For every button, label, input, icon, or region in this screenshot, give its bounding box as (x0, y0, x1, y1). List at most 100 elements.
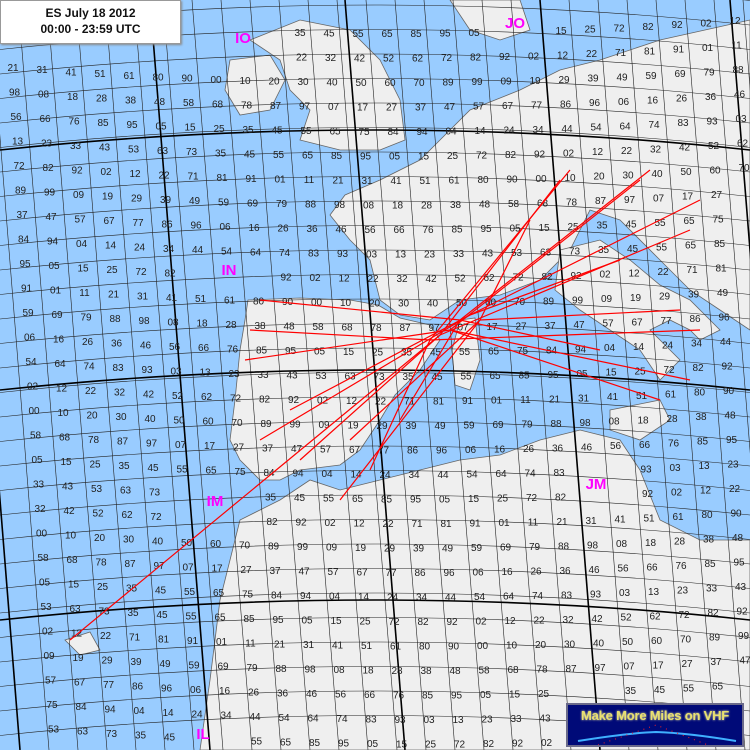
square-label: 76 (675, 561, 687, 572)
square-label: 91 (673, 45, 685, 56)
square-label: 20 (86, 410, 98, 421)
logo: Make More Miles on VHF (566, 703, 744, 747)
grid-line (46, 0, 108, 750)
square-label: 95 (19, 259, 31, 270)
square-label: 61 (672, 512, 684, 523)
square-label: 09 (500, 77, 512, 88)
square-label: 82 (42, 163, 54, 174)
square-label: 48 (283, 322, 295, 333)
land-north-africa (199, 429, 750, 750)
square-label: 18 (196, 319, 208, 330)
square-label: 68 (212, 99, 224, 110)
grid-line (0, 568, 750, 589)
square-label: 23 (424, 249, 436, 260)
qso-path (259, 299, 461, 321)
square-label: 22 (621, 146, 633, 157)
square-label: 22 (586, 49, 598, 60)
square-label: 85 (410, 29, 422, 40)
square-label: 85 (331, 151, 343, 162)
square-label: 46 (140, 340, 152, 351)
square-label: 24 (387, 592, 399, 603)
square-label: 74 (524, 469, 536, 480)
grid-line (278, 0, 340, 750)
grid-line (0, 592, 750, 614)
square-label: 72 (13, 161, 25, 172)
square-label: 83 (365, 715, 377, 726)
square-label: 05 (439, 494, 451, 505)
grid-line (0, 641, 750, 663)
square-label: 46 (734, 90, 746, 101)
square-label: 65 (489, 371, 501, 382)
square-label: 28 (96, 94, 108, 105)
grid-line (0, 470, 750, 491)
square-label: 55 (460, 372, 472, 383)
square-label: 86 (407, 446, 419, 457)
square-label: 38 (695, 412, 707, 423)
square-label: 29 (558, 75, 570, 86)
square-label: 50 (622, 637, 634, 648)
square-label: 42 (425, 274, 437, 285)
square-label: 64 (495, 469, 507, 480)
square-label: 41 (607, 392, 619, 403)
square-label: 10 (57, 408, 69, 419)
square-label: 04 (76, 239, 88, 250)
grid-line (0, 133, 50, 750)
square-label: 93 (640, 464, 652, 475)
square-label: 20 (268, 77, 280, 88)
qso-path (399, 319, 461, 421)
square-label: 35 (596, 221, 608, 232)
square-label: 06 (24, 333, 36, 344)
square-label: 38 (125, 95, 137, 106)
grid-line (0, 151, 750, 173)
square-label: 15 (605, 368, 617, 379)
square-label: 43 (735, 582, 747, 593)
square-label: 13 (12, 137, 24, 148)
square-label: 29 (376, 421, 388, 432)
square-label: 47 (444, 102, 456, 113)
square-label: 54 (25, 357, 37, 368)
square-label: 85 (422, 691, 434, 702)
square-label: 16 (219, 686, 231, 697)
square-label: 59 (22, 308, 34, 319)
square-label: 57 (473, 102, 485, 113)
square-label: 47 (573, 320, 585, 331)
square-label: 40 (651, 169, 663, 180)
square-label: 69 (51, 310, 63, 321)
square-label: 69 (217, 662, 229, 673)
grid-line (0, 617, 750, 638)
square-label: 65 (302, 151, 314, 162)
square-label: 61 (665, 389, 677, 400)
square-label: 83 (561, 590, 573, 601)
square-label: 65 (352, 494, 364, 505)
square-label: 28 (674, 536, 686, 547)
square-label: 21 (556, 517, 568, 528)
square-label: 15 (555, 26, 567, 37)
square-label: 63 (157, 146, 169, 157)
square-label: 74 (532, 591, 544, 602)
field-label-il: IL (196, 726, 209, 743)
square-label: 22 (158, 170, 170, 181)
square-label: 80 (152, 72, 164, 83)
square-label: 00 (477, 641, 489, 652)
square-label: 68 (341, 323, 353, 334)
title-time-range: 00:00 - 23:59 UTC (40, 22, 141, 36)
square-label: 95 (272, 615, 284, 626)
square-label: 15 (330, 616, 342, 627)
square-label: 91 (245, 174, 257, 185)
field-label-im: IM (207, 493, 224, 510)
square-label: 58 (312, 322, 324, 333)
square-label: 86 (161, 219, 173, 230)
square-label: 03 (170, 366, 182, 377)
square-label: 03 (366, 249, 378, 260)
square-label: 01 (498, 518, 510, 529)
square-label: 50 (173, 415, 185, 426)
square-label: 55 (300, 126, 312, 137)
square-label: 57 (602, 319, 614, 330)
square-label: 95 (547, 370, 559, 381)
square-label: 45 (627, 244, 639, 255)
square-label: 25 (97, 582, 109, 593)
square-label: 82 (259, 394, 271, 405)
square-label: 12 (729, 16, 741, 27)
square-label: 51 (419, 176, 431, 187)
grid-line (0, 690, 750, 712)
